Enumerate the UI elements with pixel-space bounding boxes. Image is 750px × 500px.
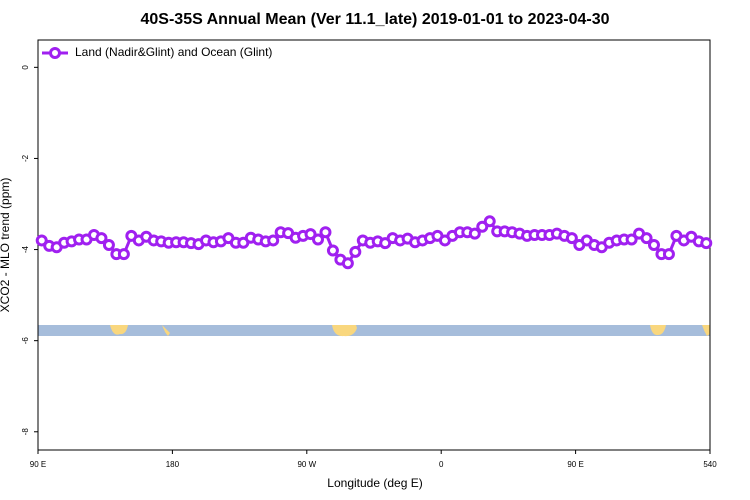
- x-tick-label: 180: [166, 460, 180, 469]
- chart-title: 40S-35S Annual Mean (Ver 11.1_late) 2019…: [141, 11, 610, 28]
- x-tick-label: 90 E: [30, 460, 46, 469]
- y-tick-label: -8: [21, 428, 30, 436]
- y-tick-label: -6: [21, 337, 30, 345]
- legend-marker: [49, 47, 61, 59]
- data-point: [349, 245, 362, 258]
- data-point: [648, 239, 660, 251]
- legend-label: Land (Nadir&Glint) and Ocean (Glint): [75, 45, 272, 59]
- data-point: [102, 239, 115, 251]
- data-point: [468, 227, 481, 240]
- data-point: [267, 234, 280, 247]
- data-point: [35, 234, 48, 247]
- land-ocean-band: [38, 325, 710, 336]
- data-point: [640, 232, 653, 245]
- data-point: [326, 244, 339, 257]
- data-point: [312, 233, 324, 246]
- data-point: [662, 248, 675, 261]
- y-tick-label: -2: [21, 154, 30, 162]
- x-tick-label: 90 E: [567, 460, 583, 469]
- data-point: [565, 232, 578, 245]
- data-point: [304, 228, 317, 241]
- x-tick-label: 90 W: [297, 460, 316, 469]
- x-axis-label: Longitude (deg E): [327, 476, 422, 490]
- data-point: [319, 226, 332, 239]
- data-point: [483, 215, 496, 228]
- data-point: [95, 232, 108, 245]
- data-point: [476, 220, 489, 233]
- data-point: [700, 237, 713, 250]
- data-point: [117, 248, 130, 261]
- x-tick-label: 0: [439, 460, 444, 469]
- y-tick-label: 0: [21, 65, 30, 70]
- data-point: [625, 233, 638, 246]
- data-point: [341, 257, 354, 270]
- y-tick-label: -4: [21, 245, 30, 253]
- legend: Land (Nadir&Glint) and Ocean (Glint): [42, 45, 272, 59]
- y-axis-label: XCO2 - MLO trend (ppm): [0, 178, 12, 313]
- x-tick-label: 540: [703, 460, 717, 469]
